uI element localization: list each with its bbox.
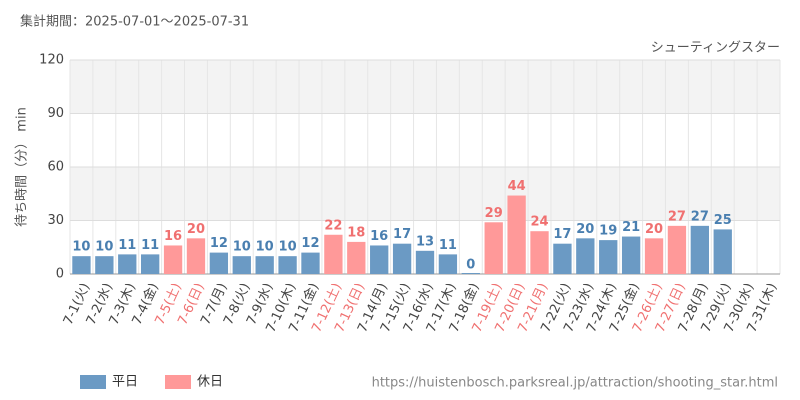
bar bbox=[163, 245, 183, 274]
bar bbox=[141, 254, 160, 274]
data-label: 16 bbox=[370, 229, 388, 244]
data-label: 10 bbox=[256, 240, 274, 255]
data-label: 20 bbox=[645, 222, 663, 237]
data-label: 24 bbox=[530, 215, 548, 230]
grid-band bbox=[70, 60, 780, 114]
data-label: 21 bbox=[622, 220, 640, 235]
y-tick-label: 30 bbox=[47, 213, 64, 228]
period-title: 集計期間：2025-07-01～2025-07-31 bbox=[20, 14, 249, 30]
legend-label: 休日 bbox=[197, 375, 223, 390]
data-label: 20 bbox=[187, 222, 205, 237]
bar bbox=[667, 225, 687, 274]
data-label: 11 bbox=[439, 238, 457, 253]
legend-label: 平日 bbox=[112, 375, 138, 390]
bar bbox=[370, 245, 389, 274]
data-label: 18 bbox=[347, 225, 365, 240]
data-label: 12 bbox=[210, 236, 228, 251]
bar bbox=[461, 273, 480, 274]
data-label: 17 bbox=[393, 227, 411, 242]
data-label: 10 bbox=[279, 240, 297, 255]
y-tick-label: 0 bbox=[56, 267, 64, 282]
bar bbox=[576, 238, 595, 274]
bar bbox=[438, 254, 458, 274]
bar bbox=[621, 236, 641, 274]
bar bbox=[324, 234, 343, 274]
attraction-name: シューティングスター bbox=[651, 41, 780, 56]
data-label: 29 bbox=[485, 206, 503, 221]
bar bbox=[530, 231, 549, 274]
data-label: 20 bbox=[576, 222, 594, 237]
bar bbox=[301, 252, 320, 274]
legend-swatch bbox=[165, 375, 191, 389]
data-label: 10 bbox=[95, 240, 113, 255]
y-tick-label: 60 bbox=[47, 160, 64, 175]
legend-swatch bbox=[80, 375, 106, 389]
bar bbox=[278, 256, 297, 274]
data-label: 25 bbox=[714, 213, 732, 228]
bar bbox=[507, 195, 526, 274]
source-url: https://huistenbosch.parksreal.jp/attrac… bbox=[372, 376, 778, 391]
y-axis-label: 待ち時間（分） min bbox=[15, 107, 30, 227]
data-label: 11 bbox=[141, 238, 159, 253]
data-label: 19 bbox=[599, 224, 617, 239]
bar bbox=[232, 256, 251, 274]
data-label: 22 bbox=[324, 218, 342, 233]
y-tick-label: 90 bbox=[47, 106, 64, 121]
data-label: 27 bbox=[668, 209, 686, 224]
data-label: 12 bbox=[301, 236, 319, 251]
bar bbox=[72, 256, 91, 274]
bar bbox=[713, 229, 732, 274]
data-label: 27 bbox=[691, 209, 709, 224]
data-label: 16 bbox=[164, 229, 182, 244]
data-label: 44 bbox=[508, 179, 526, 194]
bar bbox=[209, 252, 229, 274]
data-label: 0 bbox=[466, 258, 475, 273]
data-label: 17 bbox=[553, 227, 571, 242]
bar bbox=[186, 238, 206, 274]
grid-band bbox=[70, 167, 780, 221]
y-tick-label: 120 bbox=[39, 53, 64, 68]
bar bbox=[690, 225, 709, 274]
bar bbox=[484, 222, 503, 274]
bar bbox=[599, 240, 618, 274]
data-label: 11 bbox=[118, 238, 136, 253]
bar bbox=[95, 256, 114, 274]
bar bbox=[415, 250, 435, 274]
bar bbox=[553, 243, 572, 274]
data-label: 13 bbox=[416, 234, 434, 249]
bar bbox=[118, 254, 137, 274]
bar bbox=[392, 243, 412, 274]
data-label: 10 bbox=[72, 240, 90, 255]
data-label: 10 bbox=[233, 240, 251, 255]
bar bbox=[347, 241, 366, 274]
bar bbox=[255, 256, 274, 274]
bar bbox=[644, 238, 664, 274]
